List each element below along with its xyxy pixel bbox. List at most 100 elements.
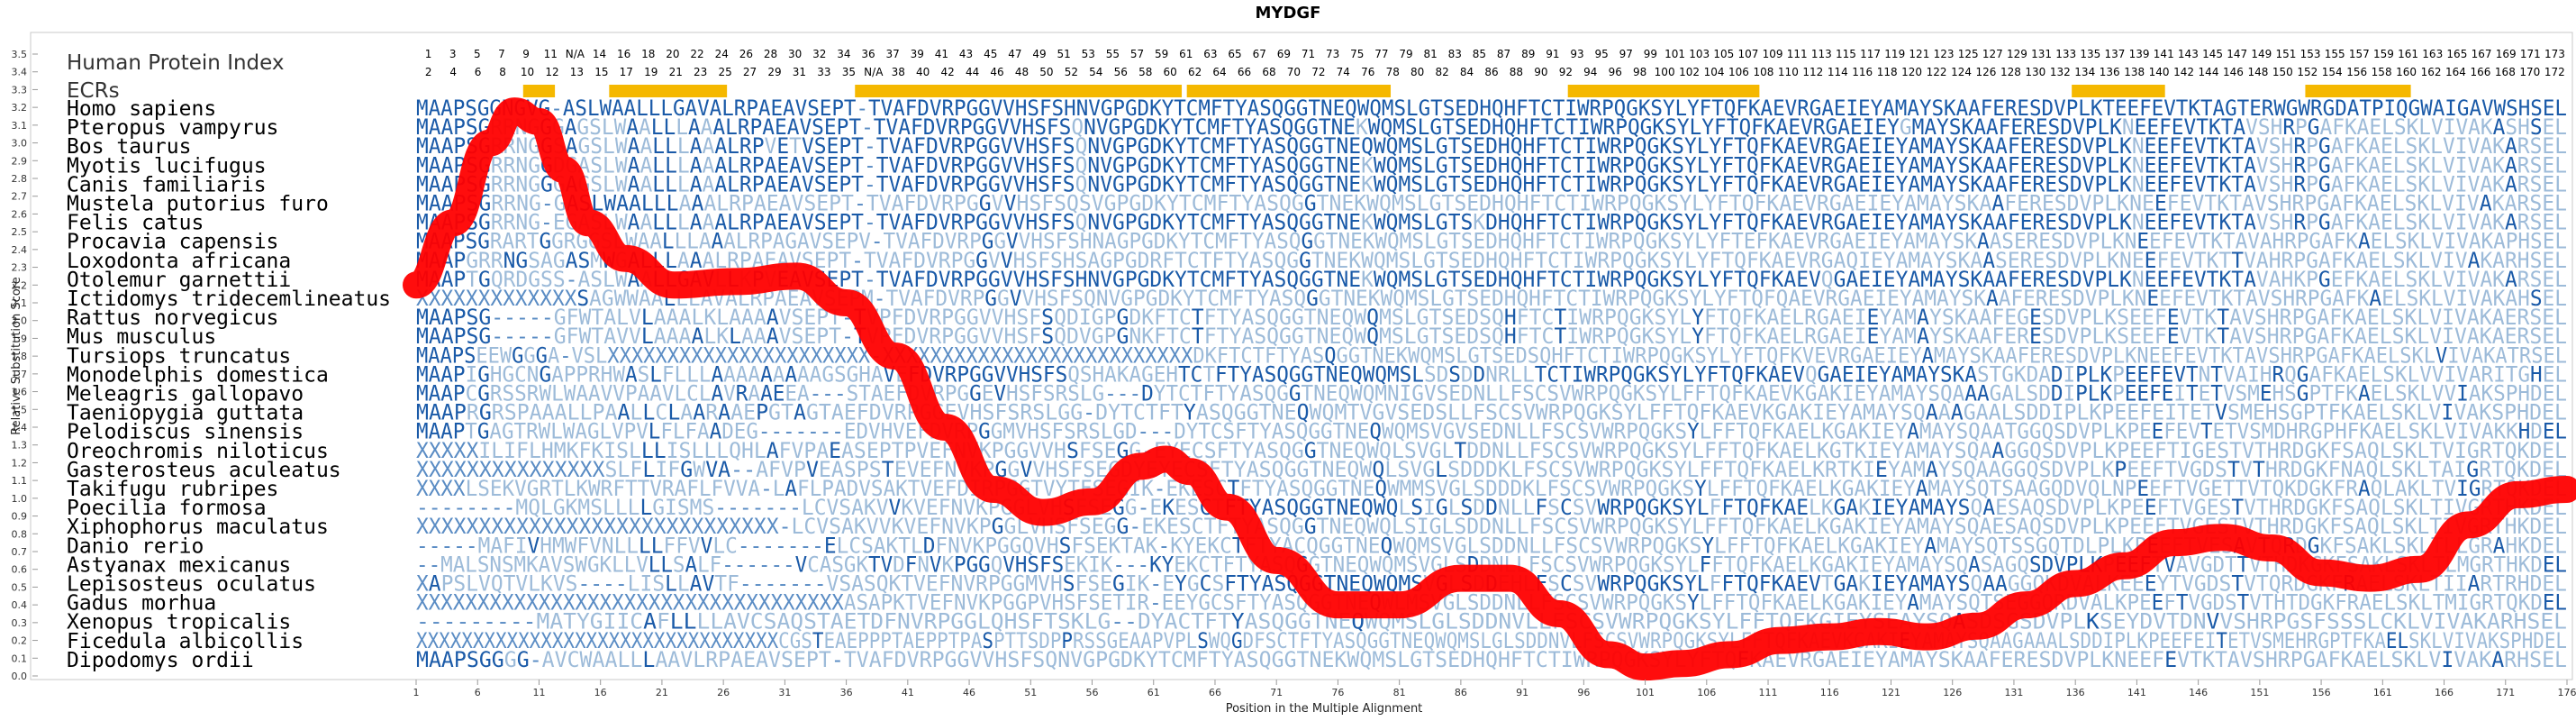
protein-index-number: 52: [1065, 66, 1078, 78]
protein-index-number: 133: [2055, 48, 2076, 60]
protein-index-number: 59: [1155, 48, 1168, 60]
protein-index-number: 10: [521, 66, 534, 78]
y-tick-label: 1.9: [12, 333, 28, 344]
protein-index-number: 154: [2322, 66, 2343, 78]
protein-index-number: 76: [1361, 66, 1374, 78]
species-label: Otolemur garnettii: [67, 269, 291, 292]
protein-index-number: 41: [935, 48, 948, 60]
y-tick-label: 1.5: [12, 404, 28, 415]
protein-index-number: 155: [2325, 48, 2345, 60]
y-tick-label: 2.5: [12, 226, 28, 238]
x-tick-label: 176: [2558, 687, 2576, 698]
species-label: Canis familiaris: [67, 173, 267, 196]
x-tick-label: 111: [1759, 687, 1778, 698]
species-label: Xenopus tropicalis: [67, 611, 291, 634]
protein-index-number: 83: [1448, 48, 1462, 60]
protein-index-number: 145: [2202, 48, 2223, 60]
sequence-row: XXXXLSEKVGRTLKWRFTTVRAFLFVVA-LAFLPADVSAK…: [416, 476, 2567, 501]
protein-index-number: 53: [1082, 48, 1095, 60]
protein-index-number: 44: [966, 66, 979, 78]
protein-index-number: 160: [2396, 66, 2417, 78]
protein-index-number: 48: [1015, 66, 1029, 78]
protein-index-number: 63: [1203, 48, 1217, 60]
y-tick-label: 0.2: [12, 635, 28, 647]
protein-index-number: 22: [690, 48, 703, 60]
protein-index-number: 102: [1679, 66, 1700, 78]
protein-index-number: 49: [1032, 48, 1046, 60]
y-tick-label: 2.3: [12, 262, 28, 274]
protein-index-number: 110: [1778, 66, 1799, 78]
protein-index-number: 27: [743, 66, 757, 78]
protein-index-number: 74: [1337, 66, 1350, 78]
species-label: Ictidomys tridecemlineatus: [67, 287, 391, 311]
protein-index-number: 101: [1664, 48, 1685, 60]
x-tick-label: 61: [1147, 687, 1160, 698]
protein-index-number: 57: [1130, 48, 1144, 60]
ecrs-label: ECRs: [67, 79, 120, 103]
protein-index-number: 140: [2149, 66, 2170, 78]
protein-index-number: 23: [694, 66, 707, 78]
protein-index-number: 46: [990, 66, 1003, 78]
x-tick-label: 11: [532, 687, 545, 698]
protein-index-number: 96: [1609, 66, 1622, 78]
x-tick-label: 1: [413, 687, 420, 698]
protein-index-number: 139: [2129, 48, 2150, 60]
x-tick-label: 161: [2373, 687, 2392, 698]
ecr-bar: [2072, 85, 2165, 97]
y-tick-label: 0.1: [12, 653, 28, 664]
protein-index-number: 107: [1737, 48, 1758, 60]
protein-index-number: 85: [1473, 48, 1486, 60]
protein-index-number: 111: [1787, 48, 1808, 60]
protein-index-number: 2: [425, 66, 432, 78]
protein-index-number: 91: [1546, 48, 1559, 60]
ecr-bar: [855, 85, 1183, 97]
sequence-row: MAAPIGHGCNGAPPRHWASLFLLLAAAAAAAAAGSGHAVE…: [416, 361, 2567, 387]
protein-index-number: 35: [842, 66, 856, 78]
y-tick-label: 2.6: [12, 208, 28, 220]
y-tick-label: 0.4: [12, 599, 28, 611]
species-label: Ficedula albicollis: [67, 630, 304, 653]
protein-index-number: 94: [1583, 66, 1597, 78]
protein-index-number: N/A: [566, 48, 585, 60]
protein-index-number: 128: [2000, 66, 2021, 78]
ecr-bar: [1567, 85, 1760, 97]
species-label: Loxodonta africana: [67, 250, 291, 273]
protein-index-number: 150: [2272, 66, 2293, 78]
species-label: Dipodomys ordii: [67, 649, 254, 672]
protein-index-number: 15: [594, 66, 608, 78]
species-label: Mustela putorius furo: [67, 193, 329, 216]
species-label: Takifugu rubripes: [67, 478, 278, 501]
protein-index-number: 58: [1138, 66, 1152, 78]
y-tick-label: 3.2: [12, 102, 28, 114]
protein-index-number: 34: [837, 48, 850, 60]
x-tick-label: 146: [2189, 687, 2208, 698]
protein-index-number: 92: [1559, 66, 1573, 78]
protein-index-number: 47: [1008, 48, 1021, 60]
y-tick-label: 0.6: [12, 564, 28, 576]
x-tick-label: 41: [902, 687, 914, 698]
chart-title: MYDGF: [1256, 4, 1321, 23]
protein-index-number: 97: [1619, 48, 1633, 60]
human-protein-index-label: Human Protein Index: [67, 51, 285, 75]
axis-layer: 0.0 0.1 0.2 0.3 0.4 0.5 0.6 0.7 0.8 0.9 1.0 1.1 1.2 1…: [12, 49, 2576, 698]
sequence-row: MAAPTGQRDGSS-ASLWAALLGAVLLKPVEAVSEPT-TVA…: [416, 267, 2567, 292]
protein-index-number: 148: [2247, 66, 2268, 78]
y-tick-label: 3.0: [12, 138, 28, 150]
protein-index-number: 28: [764, 48, 777, 60]
protein-index-number: 39: [911, 48, 924, 60]
protein-index-number: 119: [1884, 48, 1905, 60]
protein-index-number: 78: [1386, 66, 1400, 78]
protein-index-number: 19: [644, 66, 658, 78]
protein-index-number: 4: [449, 66, 457, 78]
protein-index-number: 116: [1852, 66, 1873, 78]
sequence-row: MAAPSGRRNGGGAGSLWAALLLAAALRPAEAVSEPT-TVA…: [416, 114, 2567, 140]
protein-index-number: 77: [1374, 48, 1388, 60]
protein-index-number: 112: [1802, 66, 1823, 78]
protein-index-number: 129: [2007, 48, 2027, 60]
y-tick-label: 0.0: [12, 671, 28, 682]
species-label: Pelodiscus sinensis: [67, 421, 304, 444]
protein-index-number: 161: [2398, 48, 2418, 60]
ecr-layer: [522, 85, 2411, 97]
protein-index-number: 88: [1510, 66, 1523, 78]
x-tick-label: 6: [475, 687, 481, 698]
